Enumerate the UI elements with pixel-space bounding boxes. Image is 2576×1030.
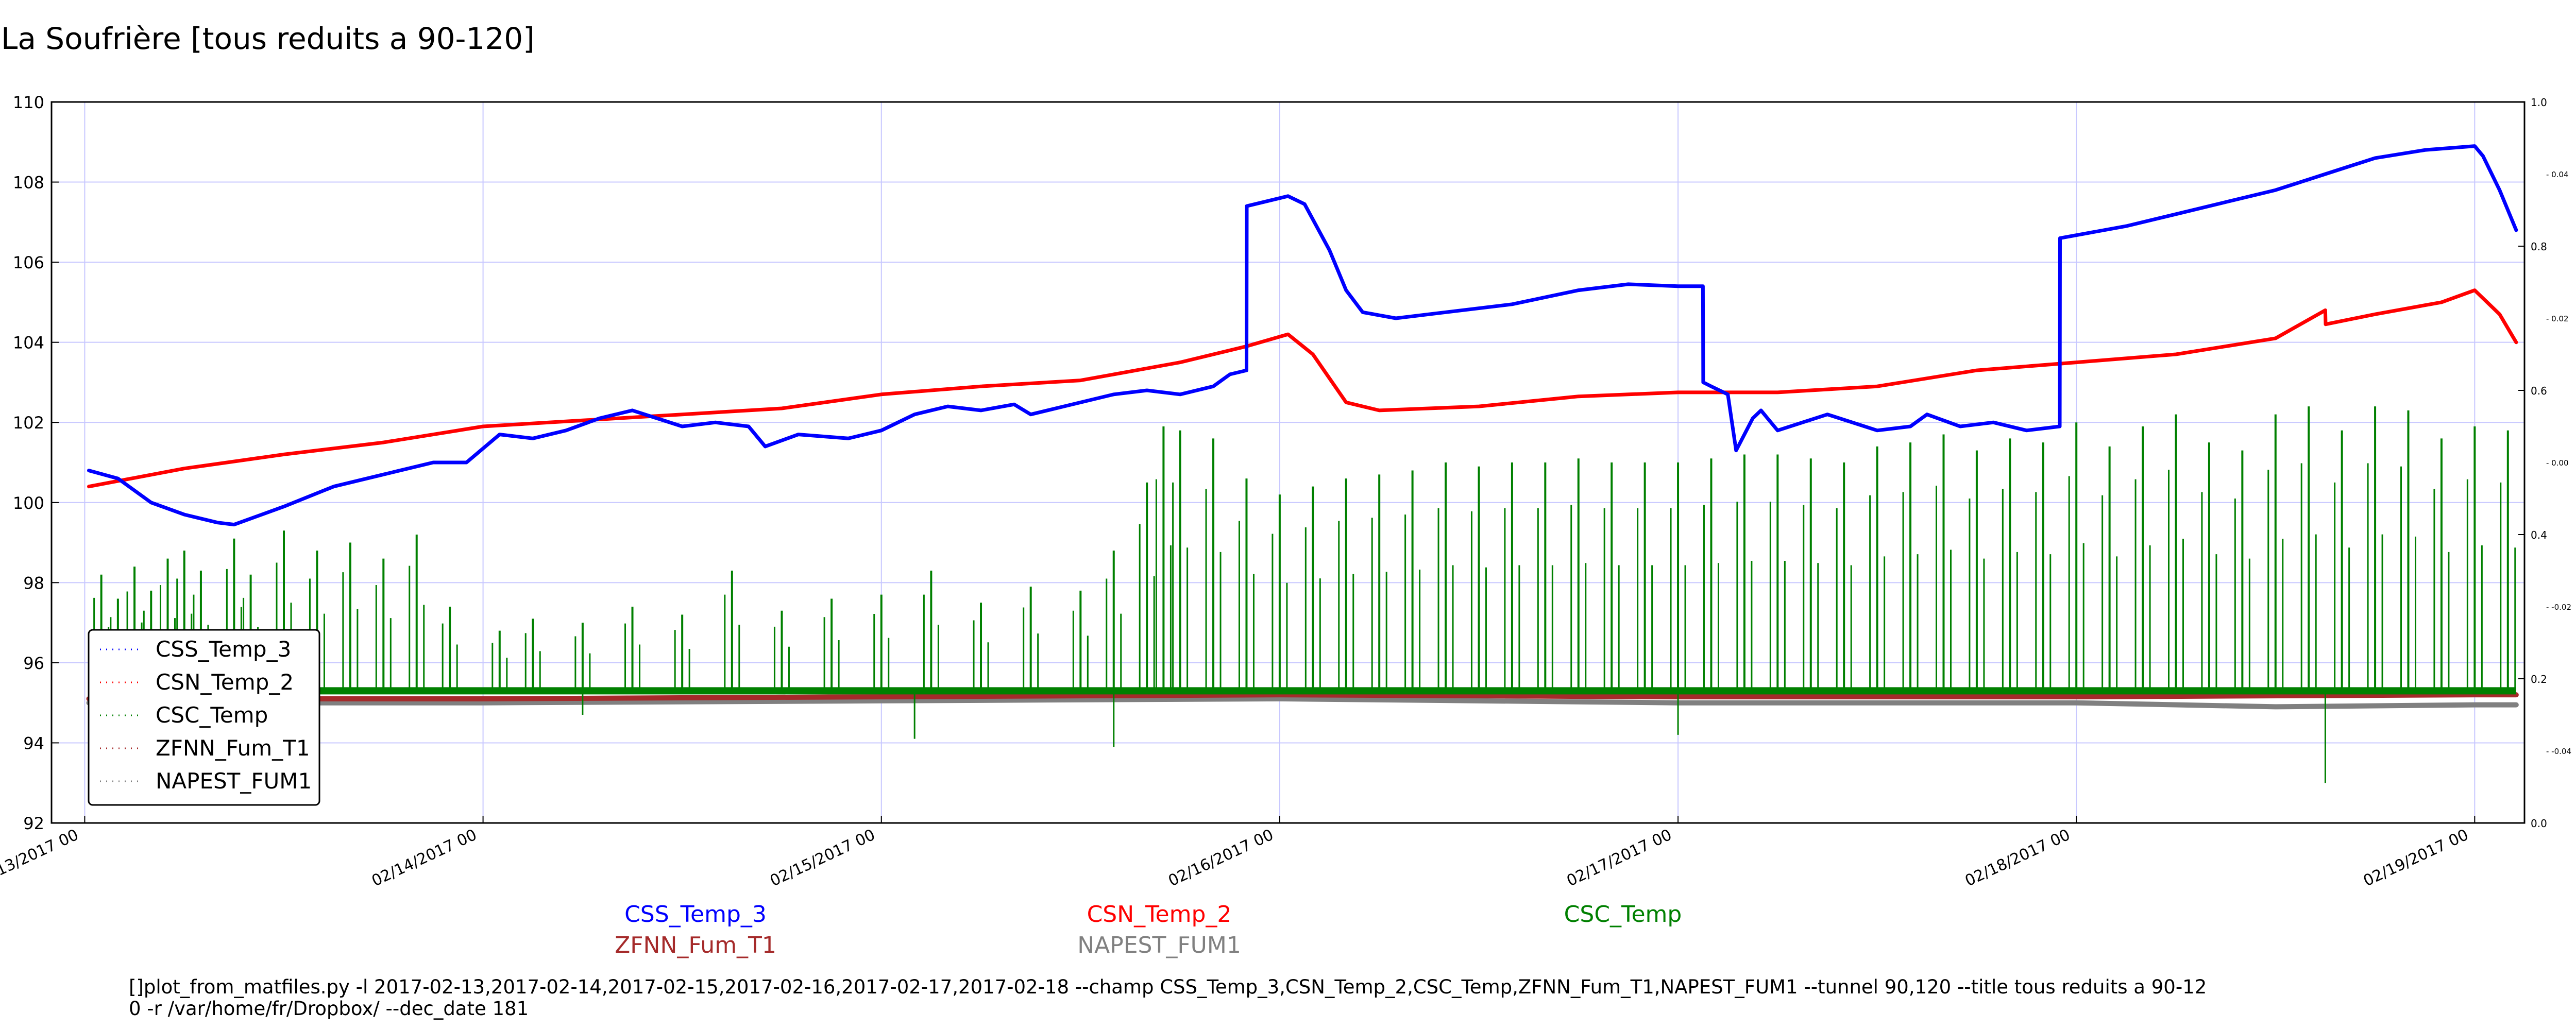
bottom-label-csn-temp-2: CSN_Temp_2 — [1087, 901, 1232, 928]
plot-area — [86, 144, 2519, 783]
series-css-temp-3 — [87, 144, 2518, 527]
x-tick-label: 02/16/2017 00 — [1166, 826, 1277, 890]
y-tick-label: 100 — [13, 493, 44, 513]
right-inner-tick-label: - -0.02 — [2546, 603, 2571, 612]
right-tick-label: 1.0 — [2531, 96, 2547, 109]
legend-entry-label: CSC_Temp — [156, 702, 268, 728]
legend-entry-label: CSS_Temp_3 — [156, 637, 291, 662]
y-tick-label: 102 — [13, 413, 44, 433]
series-csc-temp — [89, 406, 2516, 783]
right-tick-label: 0.2 — [2531, 673, 2547, 685]
x-tick-label: 02/17/2017 00 — [1564, 826, 1675, 890]
legend-entry-label: NAPEST_FUM1 — [156, 768, 312, 794]
right-inner-tick-label: - 0.02 — [2546, 314, 2569, 323]
bottom-label-zfnn-fum-t1: ZFNN_Fum_T1 — [615, 932, 776, 958]
right-inner-tick-label: - -0.04 — [2546, 747, 2571, 756]
series-zfnn-fum-t1 — [86, 692, 2519, 701]
right-inner-tick-label: - 0.00 — [2546, 458, 2569, 468]
plot-frame — [50, 101, 2526, 824]
y-tick-label: 96 — [23, 654, 44, 673]
legend: CSS_Temp_3 CSN_Temp_2 CSC_Temp ZFNN_Fum_T1 N… — [88, 629, 320, 806]
series-csn-temp-2 — [87, 288, 2518, 489]
y-tick-label: 92 — [23, 814, 44, 833]
bottom-label-csc-temp: CSC_Temp — [1564, 901, 1682, 928]
legend-box — [88, 629, 320, 806]
x-tick-label: 02/14/2017 00 — [369, 826, 480, 890]
x-tick-label: 02/19/2017 00 — [2361, 826, 2471, 890]
right-tick-label: 0.0 — [2531, 817, 2547, 830]
x-tick-label: 02/13/2017 00 — [0, 826, 81, 890]
bottom-label-napest-fum1: NAPEST_FUM1 — [1077, 932, 1241, 958]
x-tick-label: 02/15/2017 00 — [767, 826, 878, 890]
command-line-text: []plot_from_matfiles.py -l 2017-02-13,20… — [129, 976, 2207, 1020]
right-tick-label: 0.8 — [2531, 241, 2547, 253]
y-tick-label: 106 — [13, 253, 44, 272]
y-tick-label: 110 — [13, 93, 44, 112]
chart-title: La Soufrière [tous reduits a 90-120] — [1, 21, 535, 56]
y-tick-label: 108 — [13, 173, 44, 193]
y-tick-label: 94 — [23, 733, 44, 753]
x-tick-label: 02/18/2017 00 — [1962, 826, 2073, 890]
grid — [52, 102, 2524, 823]
right-tick-label: 0.6 — [2531, 385, 2547, 397]
y-tick-label: 98 — [23, 573, 44, 593]
legend-entry-label: ZFNN_Fum_T1 — [156, 735, 310, 761]
bottom-label-css-temp-3: CSS_Temp_3 — [624, 901, 767, 928]
legend-entry-label: CSN_Temp_2 — [156, 670, 294, 695]
y-tick-label: 104 — [13, 333, 44, 353]
right-inner-tick-label: - 0.04 — [2546, 170, 2569, 179]
bottom-series-labels: CSS_Temp_3 ZFNN_Fum_T1 CSN_Temp_2 NAPEST_FU… — [615, 901, 1682, 958]
right-tick-label: 0.4 — [2531, 529, 2547, 541]
